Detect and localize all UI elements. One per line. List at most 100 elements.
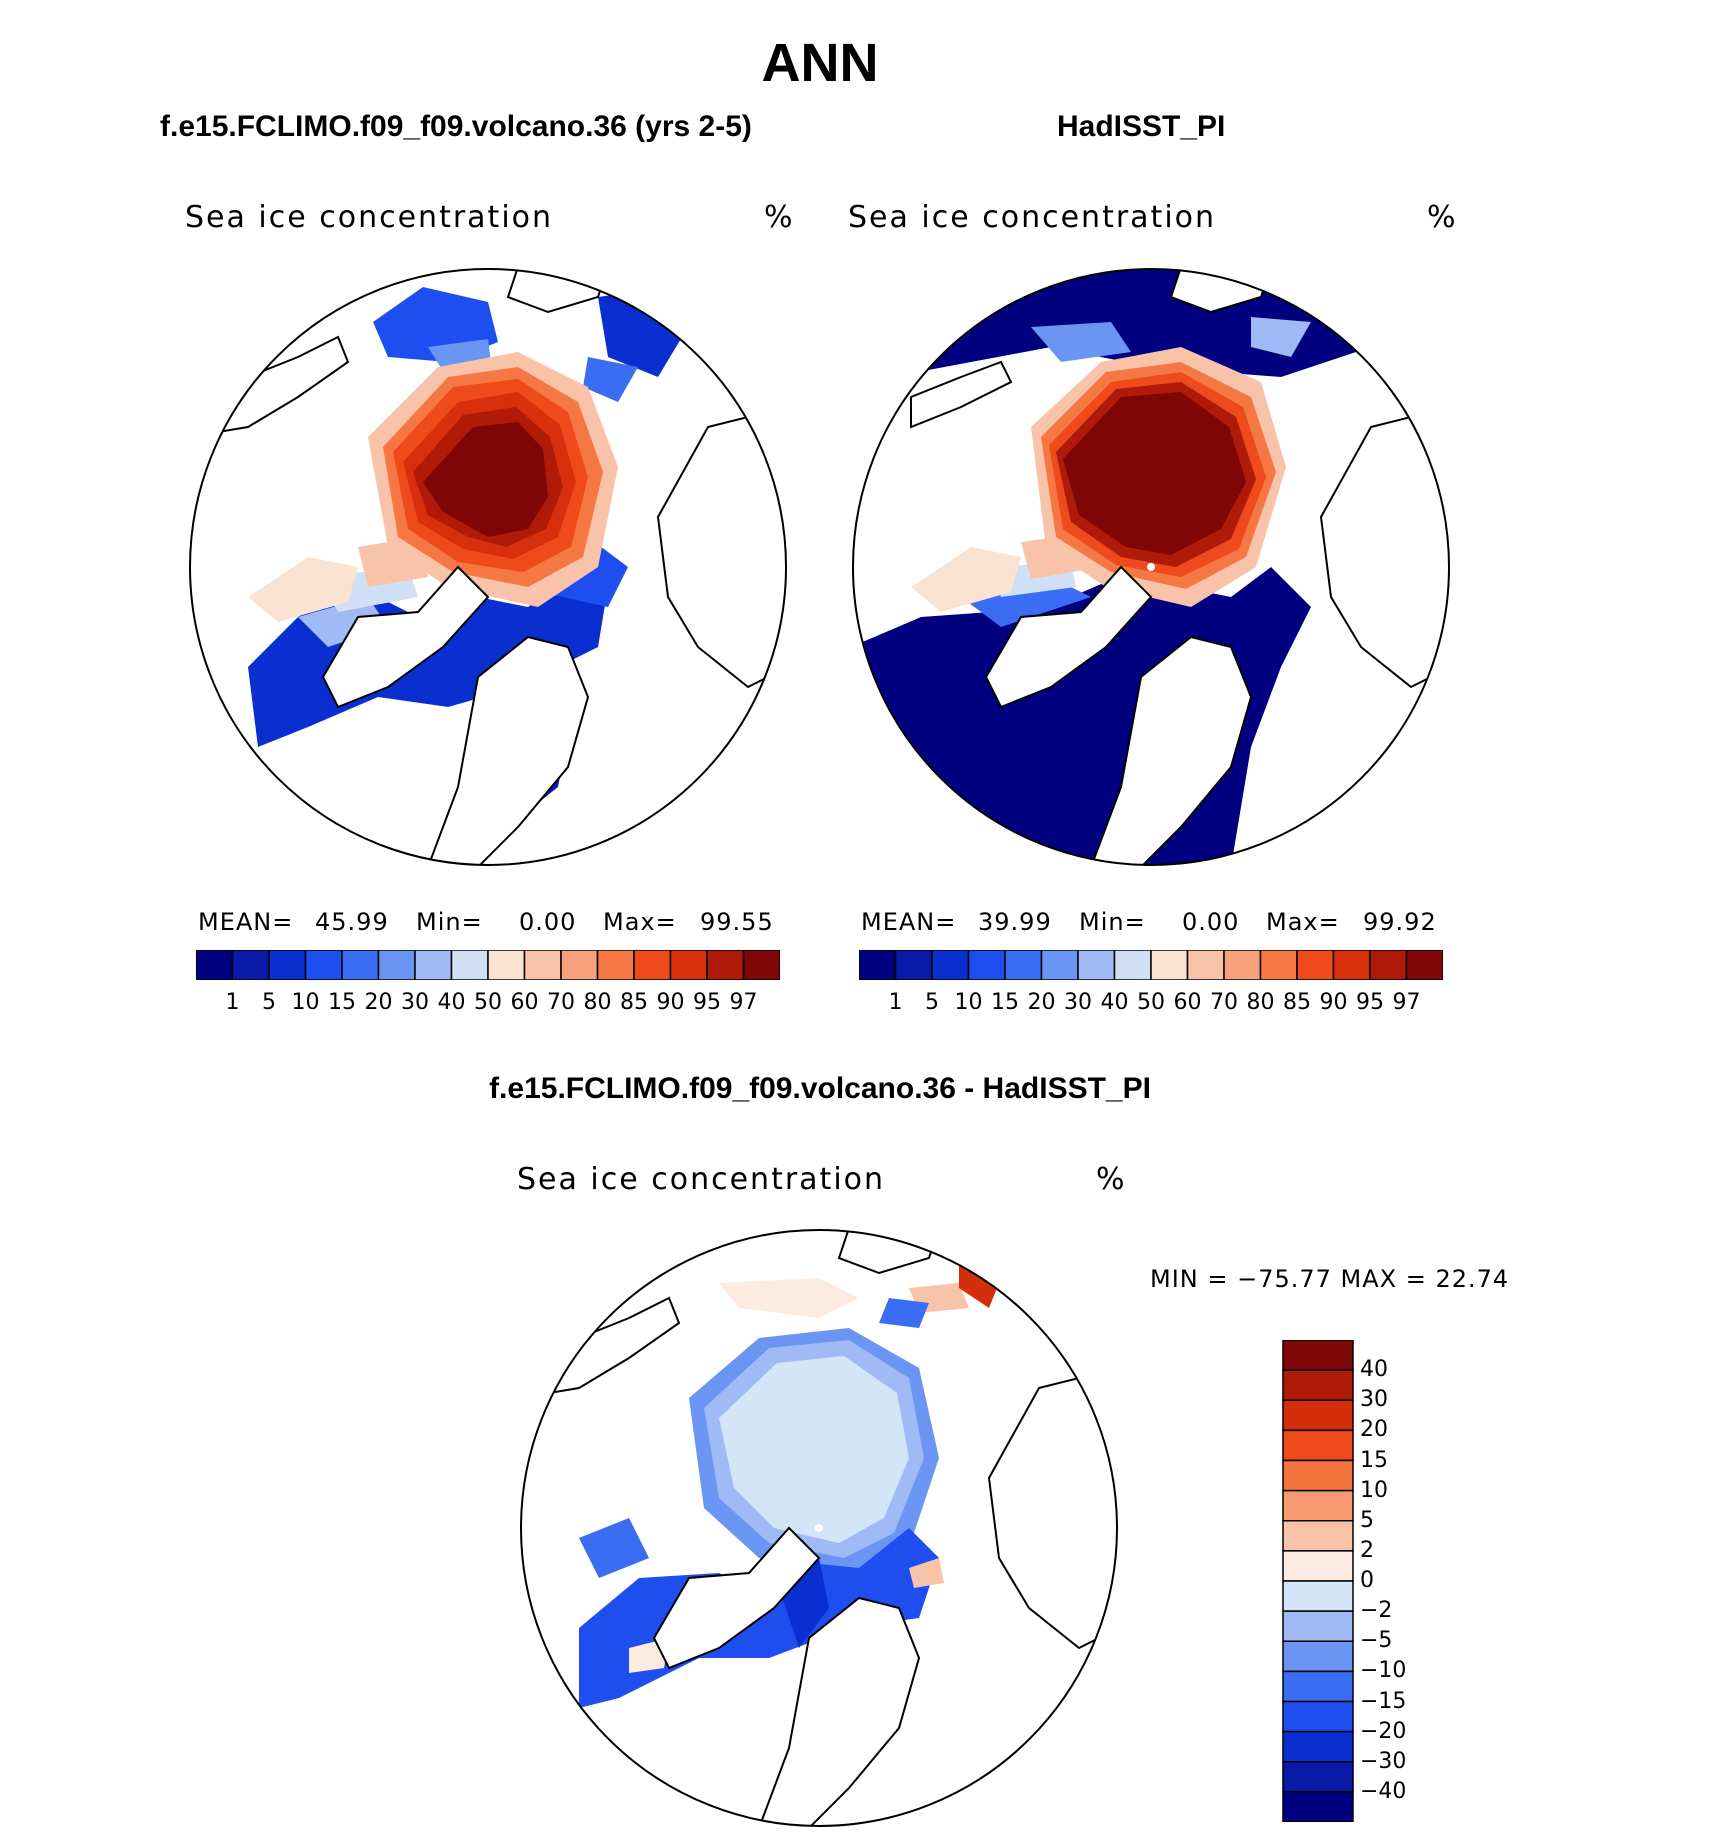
panel1-landmasses <box>190 269 786 865</box>
colorbar-swatch <box>1282 1700 1354 1733</box>
colorbar-swatch <box>1223 950 1262 980</box>
colorbar-tick-label: 30 <box>1064 990 1092 1015</box>
colorbar-swatch <box>1282 1610 1354 1642</box>
panel2-variable-label: Sea ice concentration <box>848 200 1217 235</box>
colorbar-swatch <box>1282 1761 1354 1793</box>
diff-panel-title: f.e15.FCLIMO.f09_f09.volcano.36 - HadISS… <box>489 1072 1151 1105</box>
colorbar-swatch <box>1077 950 1116 980</box>
panel2-landmasses <box>910 269 1449 865</box>
colorbar-swatch <box>1332 950 1371 980</box>
panel2-min-label: Min= <box>1079 908 1146 936</box>
panel1-title: f.e15.FCLIMO.f09_f09.volcano.36 (yrs 2-5… <box>160 110 752 143</box>
panel1-max-label: Max= <box>603 908 677 936</box>
colorbar-swatch <box>1259 950 1298 980</box>
diff-units-label: % <box>1096 1162 1127 1197</box>
colorbar-tick-label: 60 <box>510 990 539 1015</box>
colorbar-tick-label: 97 <box>1392 990 1421 1015</box>
panel1-colorbar <box>196 950 780 980</box>
colorbar-swatch <box>669 950 708 980</box>
colorbar-tick-label: −2 <box>1360 1598 1393 1624</box>
colorbar-swatch <box>931 950 970 980</box>
colorbar-tick-label: 85 <box>1283 990 1311 1015</box>
colorbar-swatch <box>1296 950 1335 980</box>
colorbar-tick-label: −10 <box>1360 1658 1407 1684</box>
colorbar-tick-label: 15 <box>328 990 356 1015</box>
colorbar-tick-label: −5 <box>1360 1628 1393 1654</box>
colorbar-swatch <box>414 950 453 980</box>
panel2-units-label: % <box>1427 200 1458 235</box>
colorbar-tick-label: 85 <box>620 990 648 1015</box>
colorbar-swatch <box>1282 1369 1354 1401</box>
colorbar-swatch <box>967 950 1006 980</box>
colorbar-swatch <box>450 950 489 980</box>
colorbar-tick-label: 97 <box>729 990 758 1015</box>
colorbar-tick-label: 1 <box>225 990 240 1015</box>
colorbar-tick-label: 40 <box>1360 1357 1388 1383</box>
panel2-title: HadISST_PI <box>1057 110 1226 143</box>
colorbar-tick-label: 5 <box>925 990 939 1015</box>
diff-variable-label: Sea ice concentration <box>517 1162 886 1197</box>
colorbar-swatch <box>1282 1429 1354 1462</box>
colorbar-swatch <box>487 950 526 980</box>
colorbar-tick-label: 80 <box>1246 990 1275 1015</box>
colorbar-swatch <box>1150 950 1189 980</box>
colorbar-tick-label: 60 <box>1173 990 1202 1015</box>
diff-colorbar <box>1282 1340 1354 1822</box>
colorbar-tick-label: 1 <box>888 990 903 1015</box>
panel2-mean-label: MEAN= <box>861 908 957 936</box>
figure-title: ANN <box>761 33 879 93</box>
panel1-mean-value: 45.99 <box>315 908 389 936</box>
panel1-ice-field <box>248 287 688 807</box>
colorbar-tick-label: 20 <box>364 990 393 1015</box>
colorbar-tick-label: 5 <box>262 990 276 1015</box>
colorbar-swatch <box>1186 950 1225 980</box>
colorbar-swatch <box>231 950 270 980</box>
colorbar-swatch <box>1282 1640 1354 1673</box>
panel2-mean-value: 39.99 <box>978 908 1052 936</box>
colorbar-swatch <box>1282 1459 1354 1492</box>
diff-map <box>520 1229 1118 1827</box>
colorbar-tick-label: 15 <box>1360 1447 1388 1473</box>
colorbar-swatch <box>596 950 635 980</box>
panel2-min-value: 0.00 <box>1182 908 1240 936</box>
diff-minmax-label: MIN = −75.77 MAX = 22.74 <box>1150 1265 1510 1293</box>
colorbar-tick-label: 10 <box>291 990 320 1015</box>
colorbar-tick-label: 90 <box>656 990 685 1015</box>
colorbar-tick-label: 40 <box>1100 990 1129 1015</box>
panel2-map <box>852 268 1450 866</box>
colorbar-swatch <box>1282 1580 1354 1612</box>
colorbar-tick-label: 70 <box>547 990 575 1015</box>
colorbar-tick-label: −15 <box>1360 1688 1407 1714</box>
colorbar-swatch <box>894 950 933 980</box>
panel2-max-label: Max= <box>1266 908 1340 936</box>
colorbar-tick-label: 2 <box>1360 1537 1374 1563</box>
panel1-units-label: % <box>764 200 795 235</box>
colorbar-swatch <box>1040 950 1079 980</box>
panel1-max-value: 99.55 <box>700 908 774 936</box>
colorbar-tick-label: 10 <box>1360 1477 1388 1503</box>
panel1-min-label: Min= <box>416 908 483 936</box>
panel1-map <box>189 268 787 866</box>
panel1-mean-label: MEAN= <box>198 908 294 936</box>
colorbar-swatch <box>742 950 780 980</box>
colorbar-swatch <box>1004 950 1043 980</box>
colorbar-tick-label: 30 <box>1360 1387 1388 1413</box>
colorbar-swatch <box>1282 1489 1354 1522</box>
colorbar-tick-label: −30 <box>1360 1748 1407 1774</box>
colorbar-tick-label: 10 <box>954 990 983 1015</box>
colorbar-tick-label: 50 <box>1137 990 1165 1015</box>
diff-colorbar-ticks: 40 30 20 15 10 5 2 0 −2 −5 −10 −15 −20 −30 −40 <box>1360 1340 1450 1822</box>
panel2-max-value: 99.92 <box>1363 908 1437 936</box>
colorbar-swatch <box>1405 950 1443 980</box>
colorbar-tick-label: 80 <box>583 990 612 1015</box>
colorbar-tick-label: 95 <box>693 990 721 1015</box>
colorbar-swatch <box>1282 1520 1354 1552</box>
panel1-min-value: 0.00 <box>519 908 577 936</box>
colorbar-swatch <box>1282 1670 1354 1703</box>
colorbar-swatch <box>1113 950 1152 980</box>
panel2-colorbar <box>859 950 1443 980</box>
colorbar-swatch <box>1282 1399 1354 1432</box>
panel2-pole-marker <box>1147 563 1155 571</box>
colorbar-swatch <box>377 950 416 980</box>
colorbar-swatch <box>268 950 307 980</box>
